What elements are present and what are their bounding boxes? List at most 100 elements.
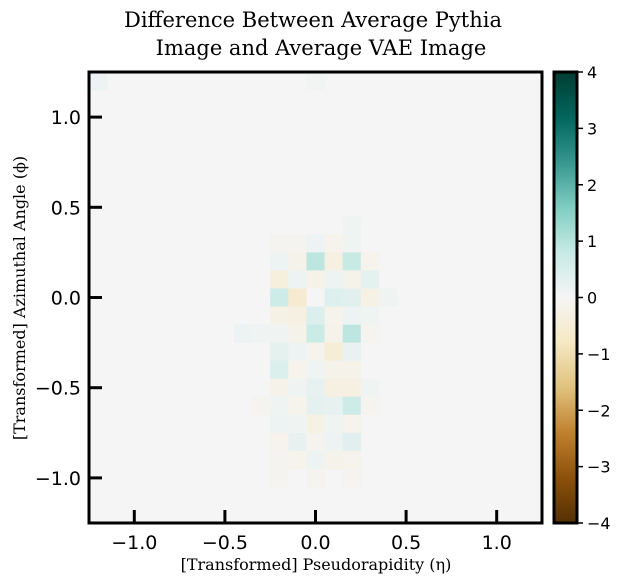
colorbar-tick-label: −2 xyxy=(587,401,611,420)
heatmap-cell xyxy=(288,234,307,253)
heatmap-cells xyxy=(89,72,398,488)
heatmap-cell xyxy=(342,234,362,253)
heatmap-cell xyxy=(306,378,325,398)
heatmap-cell xyxy=(270,450,289,470)
heatmap-cell xyxy=(288,432,307,452)
heatmap-cell xyxy=(270,432,289,452)
colorbar-tick-label: 4 xyxy=(587,63,597,82)
heatmap-cell xyxy=(306,234,325,253)
chart-title-line-1: Difference Between Average Pythia xyxy=(124,8,502,32)
heatmap-cell xyxy=(270,360,289,379)
heatmap-cell xyxy=(306,414,325,434)
heatmap-cell xyxy=(306,252,325,271)
colorbar-ticks: 4 3 2 1 0 −1 −2 −3 −4 xyxy=(577,63,611,533)
heatmap-cell xyxy=(288,450,307,470)
heatmap-cell xyxy=(270,324,289,343)
heatmap-cell xyxy=(89,72,108,91)
heatmap-cell xyxy=(270,414,289,434)
heatmap-cell xyxy=(306,468,325,488)
y-axis-ticks: 1.0 0.5 0.0 −0.5 −1.0 xyxy=(35,107,102,490)
heatmap-cell xyxy=(324,432,343,452)
heatmap-cell xyxy=(324,396,343,416)
y-tick-label: 0.5 xyxy=(51,197,81,219)
heatmap-cell xyxy=(342,270,362,289)
heatmap-cell xyxy=(288,378,307,398)
heatmap-cell xyxy=(306,324,325,343)
heatmap-cell xyxy=(360,252,380,271)
heatmap-cell xyxy=(288,342,307,361)
heatmap-cell xyxy=(306,432,325,452)
heatmap-cell xyxy=(324,414,343,434)
heatmap-cell xyxy=(288,360,307,379)
heatmap-cell xyxy=(288,288,307,307)
heatmap-cell xyxy=(342,450,362,470)
heatmap-cell xyxy=(360,270,380,289)
heatmap-cell xyxy=(270,288,289,307)
heatmap-cell xyxy=(288,414,307,434)
heatmap-cell xyxy=(288,306,307,325)
heatmap-cell xyxy=(342,360,362,379)
heatmap-cell xyxy=(270,306,289,325)
colorbar-tick-label: −4 xyxy=(587,514,611,533)
heatmap-cell xyxy=(270,396,289,416)
heatmap-cell xyxy=(342,216,362,235)
heatmap-cell xyxy=(342,396,362,416)
colorbar-tick-label: 2 xyxy=(587,176,597,195)
chart-title-line-2: Image and Average VAE Image xyxy=(156,36,487,60)
heatmap-cell xyxy=(360,378,380,398)
heatmap-cell xyxy=(360,324,380,343)
x-axis-label: [Transformed] Pseudorapidity (η) xyxy=(181,555,452,574)
heatmap-cell xyxy=(306,360,325,379)
heatmap-cell xyxy=(270,342,289,361)
heatmap-cell xyxy=(252,324,271,343)
heatmap-cell xyxy=(360,396,380,416)
x-tick-label: −0.5 xyxy=(202,532,248,554)
heatmap-cell xyxy=(270,252,289,271)
heatmap-cell xyxy=(342,432,362,452)
heatmap-cell xyxy=(252,396,271,416)
heatmap-cell xyxy=(270,234,289,253)
heatmap-cell xyxy=(306,306,325,325)
colorbar-tick-label: 1 xyxy=(587,232,597,251)
heatmap-cell xyxy=(288,396,307,416)
y-tick-label: −0.5 xyxy=(35,378,81,400)
heatmap-cell xyxy=(324,450,343,470)
y-axis-label: [Transformed] Azimuthal Angle (ϕ) xyxy=(10,156,29,440)
x-axis-ticks: −1.0 −0.5 0.0 0.5 1.0 xyxy=(111,510,512,554)
heatmap-cell xyxy=(270,468,289,488)
heatmap-cell xyxy=(288,324,307,343)
y-tick-label: 0.0 xyxy=(51,288,81,310)
colorbar-tick-label: 0 xyxy=(587,289,597,308)
heatmap-cell xyxy=(324,252,343,271)
heatmap-cell xyxy=(306,288,325,307)
heatmap-cell xyxy=(324,288,343,307)
heatmap-cell xyxy=(324,324,343,343)
heatmap-cell xyxy=(270,270,289,289)
y-tick-label: −1.0 xyxy=(35,468,81,490)
heatmap-cell xyxy=(306,396,325,416)
colorbar xyxy=(554,72,577,523)
heatmap-cell xyxy=(306,342,325,361)
heatmap-cell xyxy=(324,234,343,253)
x-tick-label: −1.0 xyxy=(111,532,157,554)
y-tick-label: 1.0 xyxy=(51,107,81,129)
heatmap-cell xyxy=(342,414,362,434)
colorbar-tick-label: −1 xyxy=(587,345,611,364)
heatmap-cell xyxy=(378,288,398,307)
heatmap-cell xyxy=(306,450,325,470)
heatmap-cell xyxy=(342,252,362,271)
heatmap-cell xyxy=(342,288,362,307)
heatmap-cell xyxy=(306,270,325,289)
heatmap-cell xyxy=(342,378,362,398)
heatmap-cell xyxy=(342,468,362,488)
heatmap-cell xyxy=(324,378,343,398)
heatmap-cell xyxy=(306,72,325,91)
x-tick-label: 0.5 xyxy=(391,532,421,554)
heatmap-cell xyxy=(324,342,343,361)
heatmap-cell xyxy=(288,252,307,271)
heatmap-cell xyxy=(270,378,289,398)
heatmap-cell xyxy=(342,324,362,343)
heatmap-cell xyxy=(342,342,362,361)
heatmap-cell xyxy=(342,306,362,325)
x-tick-label: 0.0 xyxy=(300,532,330,554)
